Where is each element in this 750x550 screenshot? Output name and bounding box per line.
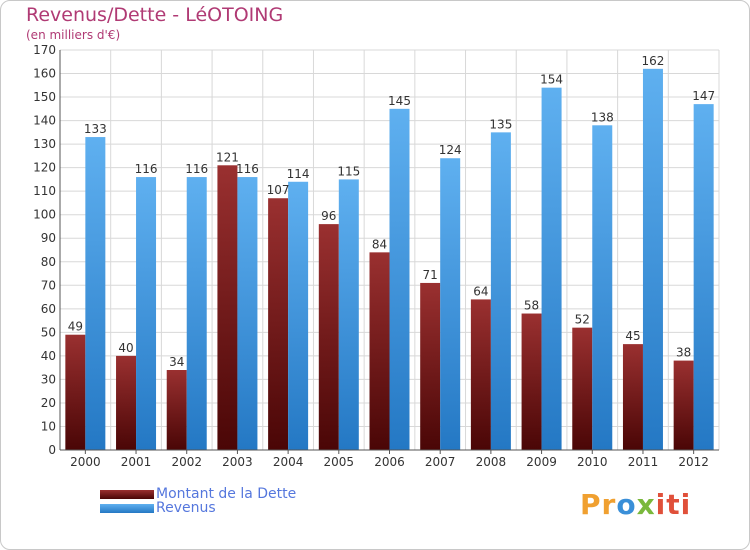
y-tick-label: 30 <box>41 372 56 386</box>
y-tick-label: 40 <box>41 349 56 363</box>
data-label-dette: 96 <box>321 209 336 223</box>
chart-subtitle: (en milliers d'€) <box>26 28 121 42</box>
legend-swatch-debt <box>100 489 154 499</box>
y-tick-label: 0 <box>48 443 56 457</box>
bar-dette <box>622 344 643 450</box>
bar-dette <box>65 334 86 450</box>
data-label-dette: 58 <box>524 299 539 313</box>
data-label-dette: 52 <box>575 313 590 327</box>
x-tick-label: 2010 <box>577 455 608 469</box>
x-tick-label: 2012 <box>678 455 709 469</box>
bar-dette <box>268 198 289 450</box>
y-tick-label: 90 <box>41 231 56 245</box>
y-tick-label: 70 <box>41 278 56 292</box>
y-tick-label: 80 <box>41 255 56 269</box>
bar-dette <box>318 224 339 450</box>
data-label-dette: 40 <box>118 341 133 355</box>
bar-dette <box>572 327 593 450</box>
bar-revenus <box>237 177 258 450</box>
legend-item-revenus: Revenus <box>100 500 216 516</box>
bar-dette <box>521 313 542 450</box>
data-label-revenus: 115 <box>337 164 360 178</box>
data-label-revenus: 145 <box>388 94 411 108</box>
bar-revenus <box>338 179 359 451</box>
data-label-revenus: 114 <box>287 167 310 181</box>
bar-revenus <box>592 125 613 450</box>
y-tick-label: 110 <box>33 184 56 198</box>
bar-dette <box>673 360 694 450</box>
bar-revenus <box>490 132 511 450</box>
bar-dette <box>166 370 187 450</box>
data-label-revenus: 116 <box>135 162 158 176</box>
bar-revenus <box>693 104 714 450</box>
x-tick-label: 2006 <box>374 455 405 469</box>
bar-revenus <box>85 137 106 450</box>
legend-label-revenus: Revenus <box>156 500 216 516</box>
data-label-revenus: 147 <box>692 89 715 103</box>
bar-dette <box>420 282 441 450</box>
y-tick-label: 60 <box>41 302 56 316</box>
data-label-dette: 45 <box>625 329 640 343</box>
data-label-revenus: 124 <box>439 143 462 157</box>
data-label-dette: 84 <box>372 237 387 251</box>
data-label-revenus: 154 <box>540 73 563 87</box>
bar-revenus <box>541 87 562 450</box>
y-tick-label: 160 <box>33 67 56 81</box>
x-tick-label: 2005 <box>324 455 355 469</box>
y-tick-label: 170 <box>33 43 56 57</box>
bar-revenus <box>440 158 461 450</box>
bar-revenus <box>186 177 207 450</box>
x-tick-label: 2004 <box>273 455 304 469</box>
chart-title: Revenus/Dette - LéOTOING <box>26 4 284 26</box>
x-tick-label: 2001 <box>121 455 152 469</box>
data-label-revenus: 162 <box>642 54 665 68</box>
data-label-dette: 64 <box>473 284 488 298</box>
y-tick-label: 130 <box>33 137 56 151</box>
data-label-dette: 107 <box>267 183 290 197</box>
y-tick-label: 150 <box>33 90 56 104</box>
x-tick-label: 2009 <box>526 455 557 469</box>
x-tick-label: 2007 <box>425 455 456 469</box>
y-tick-label: 100 <box>33 208 56 222</box>
data-label-dette: 121 <box>216 150 239 164</box>
x-tick-label: 2011 <box>628 455 659 469</box>
data-label-revenus: 133 <box>84 122 107 136</box>
data-label-dette: 34 <box>169 355 184 369</box>
x-tick-label: 2000 <box>70 455 101 469</box>
bar-revenus <box>389 108 410 450</box>
y-tick-label: 10 <box>41 419 56 433</box>
x-tick-label: 2002 <box>171 455 202 469</box>
y-tick-label: 50 <box>41 325 56 339</box>
bar-dette <box>470 299 491 450</box>
data-label-revenus: 116 <box>236 162 259 176</box>
data-label-dette: 38 <box>676 346 691 360</box>
bar-revenus <box>642 68 663 450</box>
data-label-revenus: 116 <box>185 162 208 176</box>
x-tick-label: 2008 <box>476 455 507 469</box>
proxiti-logo: Proxiti <box>580 488 692 521</box>
bar-revenus <box>136 177 157 450</box>
y-tick-label: 120 <box>33 161 56 175</box>
bar-dette <box>116 355 137 450</box>
bar-dette <box>217 165 238 450</box>
legend-item-debt: Montant de la Dette <box>100 486 297 502</box>
legend-label-debt: Montant de la Dette <box>156 486 297 502</box>
data-label-dette: 49 <box>68 320 83 334</box>
bar-dette <box>369 252 390 450</box>
y-tick-label: 20 <box>41 396 56 410</box>
data-label-dette: 71 <box>423 268 438 282</box>
y-tick-label: 140 <box>33 114 56 128</box>
data-label-revenus: 135 <box>489 117 512 131</box>
data-label-revenus: 138 <box>591 110 614 124</box>
bar-revenus <box>288 181 309 450</box>
x-tick-label: 2003 <box>222 455 253 469</box>
legend-swatch-revenus <box>100 503 154 513</box>
